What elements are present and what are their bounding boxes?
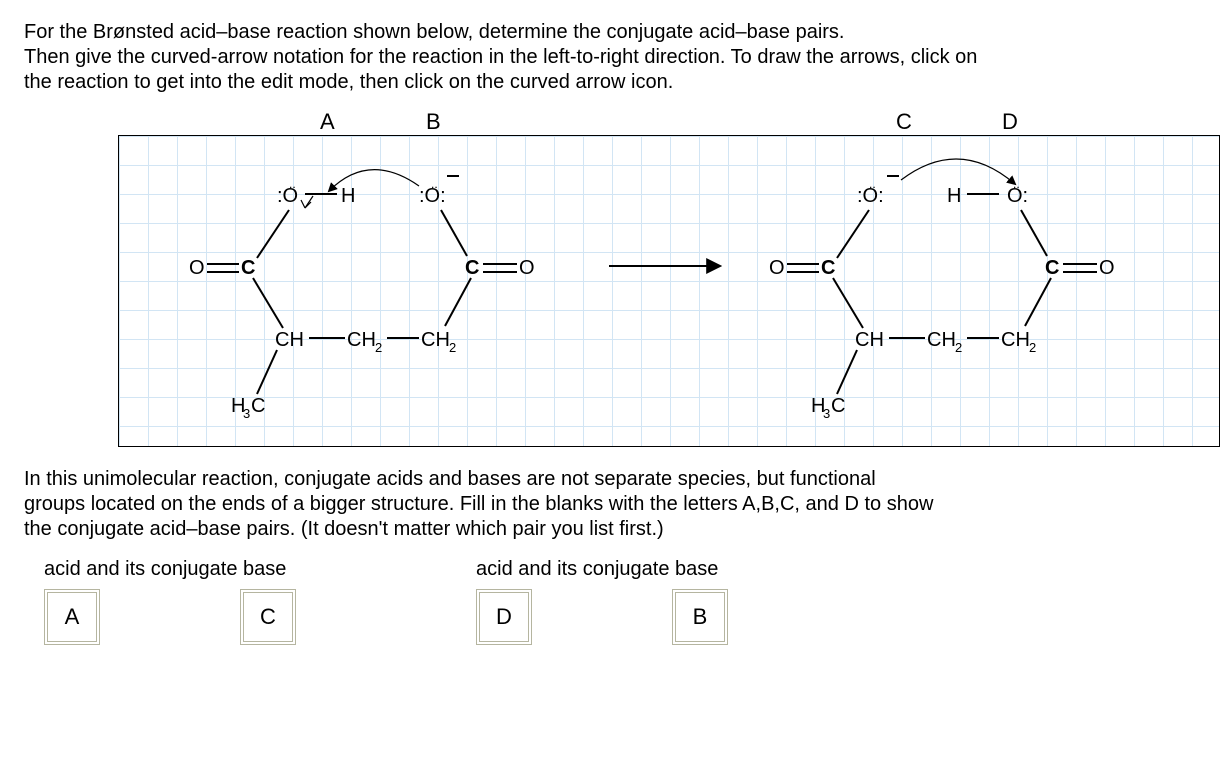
svg-text:3: 3 [823,406,830,421]
label-C: C [896,109,912,135]
label-B: B [426,109,441,135]
svg-text:2: 2 [375,340,382,355]
svg-text:2: 2 [449,340,456,355]
q-line2: Then give the curved-arrow notation for … [24,46,977,68]
pair1-base-input[interactable]: C [240,589,296,645]
pair2-acid-input[interactable]: D [476,589,532,645]
svg-text:..: .. [431,177,438,191]
reaction-diagram[interactable]: O C :O.. H CH H3C CH2 CH2 C [118,135,1220,447]
svg-text:CH: CH [855,329,884,351]
ex-line2: groups located on the ends of a bigger s… [24,493,933,515]
top-labels: A B C D [24,109,1202,135]
pair1-acid-value: A [65,604,80,630]
svg-text:CH: CH [347,329,376,351]
svg-text:CH: CH [927,329,956,351]
pair1-acid-input[interactable]: A [44,589,100,645]
svg-text:C: C [241,257,255,279]
question-text: For the Brønsted acid–base reaction show… [24,20,1202,95]
answer-pairs: acid and its conjugate base A C acid and… [44,558,1202,645]
explanation-text: In this unimolecular reaction, conjugate… [24,467,1202,542]
svg-text:..: .. [869,177,876,191]
pair1-label: acid and its conjugate base [44,558,296,581]
ex-line1: In this unimolecular reaction, conjugate… [24,468,876,490]
pair2-base-input[interactable]: B [672,589,728,645]
pair1-base-value: C [260,604,276,630]
svg-text:3: 3 [243,406,250,421]
svg-text:2: 2 [955,340,962,355]
svg-text:CH: CH [421,329,450,351]
svg-text:O: O [769,257,785,279]
svg-text:H: H [947,185,961,207]
svg-text:..: .. [289,177,296,191]
svg-text:C: C [831,395,845,417]
label-D: D [1002,109,1018,135]
pair2-acid-value: D [496,604,512,630]
q-line1: For the Brønsted acid–base reaction show… [24,21,845,43]
svg-text:O: O [1099,257,1115,279]
svg-text:2: 2 [1029,340,1036,355]
svg-text:O: O [189,257,205,279]
label-A: A [320,109,335,135]
svg-text:C: C [251,395,265,417]
svg-text:CH: CH [1001,329,1030,351]
pair-1: acid and its conjugate base A C [44,558,296,645]
svg-text:C: C [821,257,835,279]
svg-text:CH: CH [275,329,304,351]
svg-text:O: O [519,257,535,279]
pair2-base-value: B [693,604,708,630]
pair2-label: acid and its conjugate base [476,558,728,581]
q-line3: the reaction to get into the edit mode, … [24,71,673,93]
pair-2: acid and its conjugate base D B [476,558,728,645]
ex-line3: the conjugate acid–base pairs. (It doesn… [24,518,664,540]
svg-text:C: C [1045,257,1059,279]
svg-text:C: C [465,257,479,279]
svg-text:H: H [341,185,355,207]
svg-text:..: .. [1013,177,1020,191]
